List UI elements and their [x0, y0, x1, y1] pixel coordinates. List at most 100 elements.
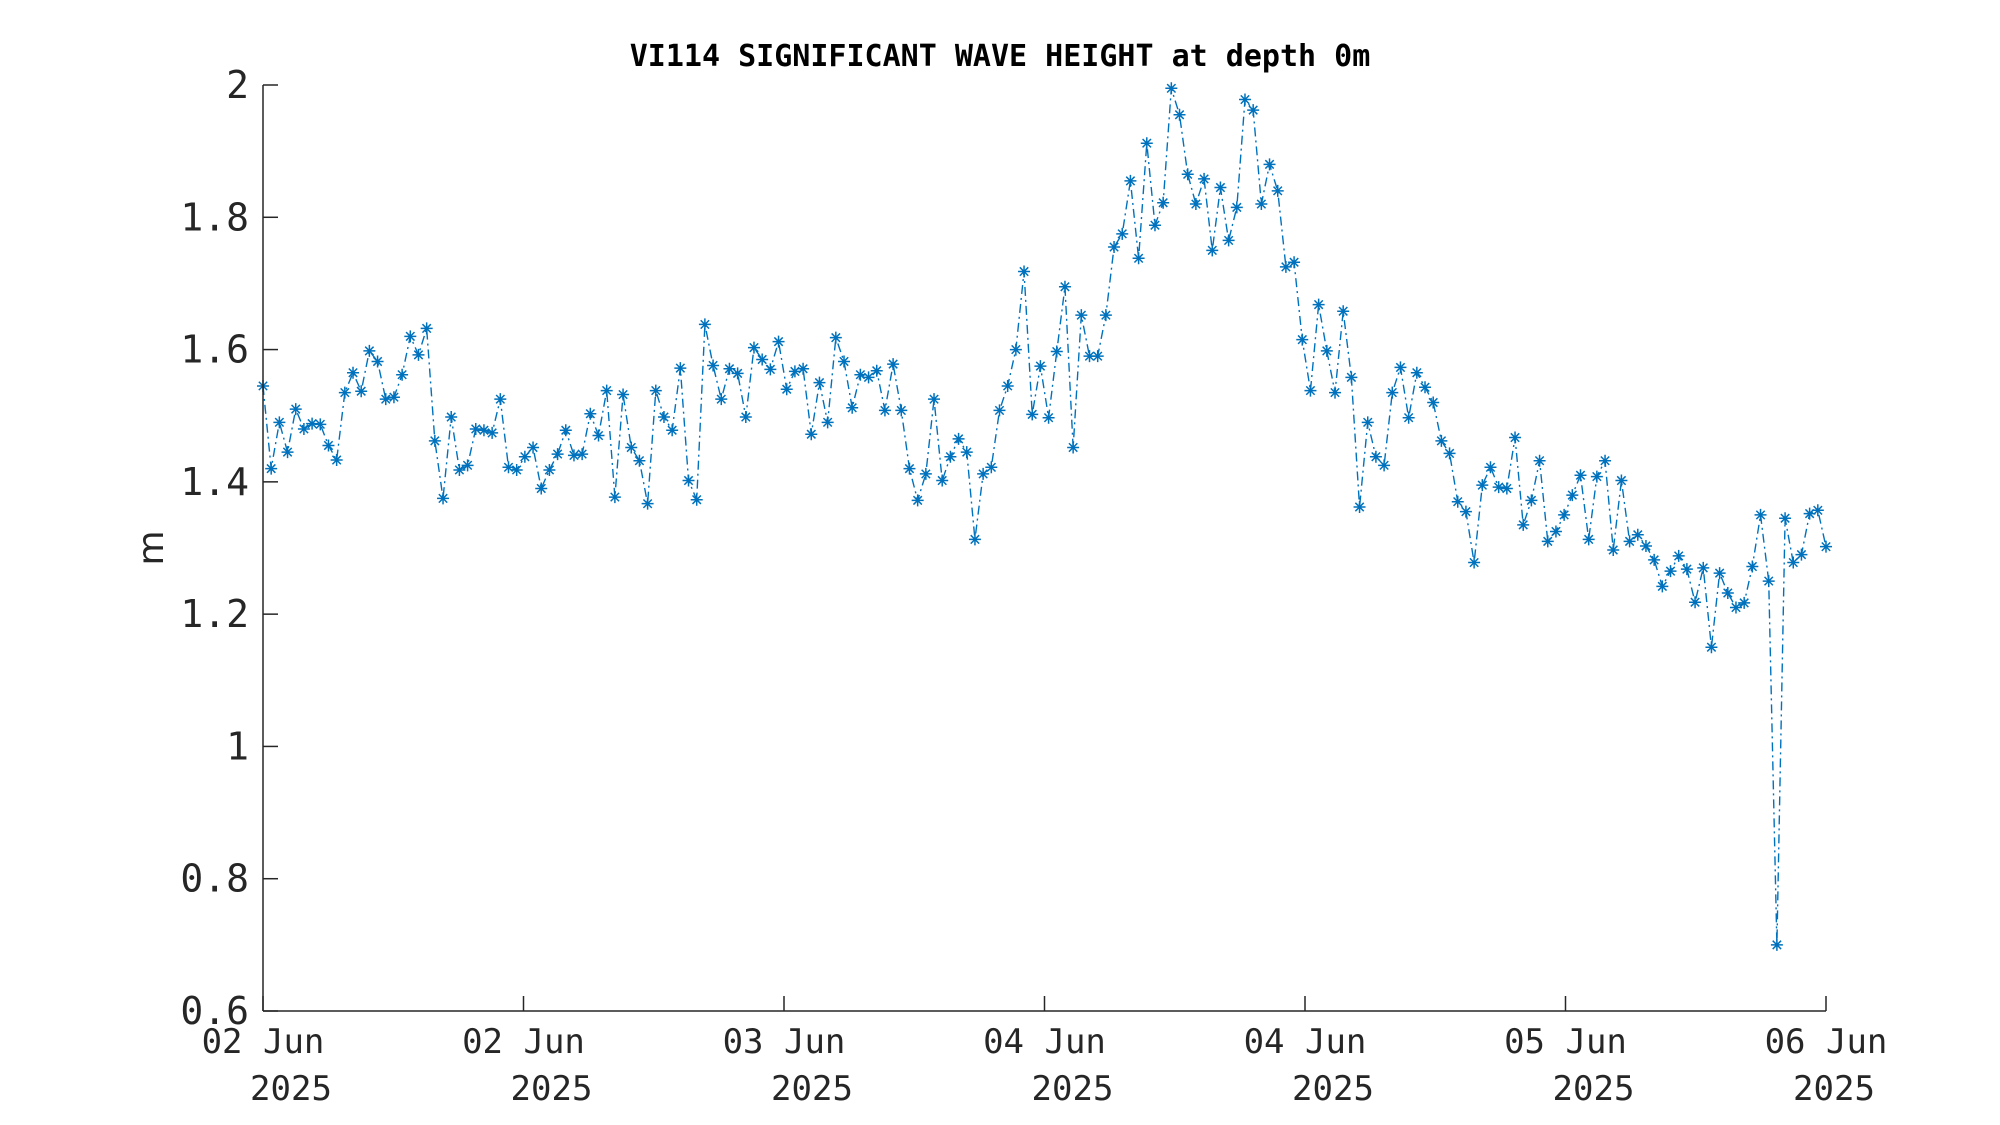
data-point	[502, 461, 515, 474]
data-point	[608, 491, 621, 504]
data-point	[355, 385, 368, 398]
data-point	[878, 404, 891, 417]
data-point	[1689, 596, 1702, 609]
data-point	[1427, 396, 1440, 409]
data-point	[1517, 518, 1530, 531]
data-point	[903, 462, 916, 475]
data-point	[445, 411, 458, 424]
data-point	[1353, 500, 1366, 513]
data-point	[1288, 256, 1301, 269]
data-point	[1042, 411, 1055, 424]
x-tick-label-year: 2025	[1793, 1069, 1875, 1109]
data-point	[1083, 350, 1096, 363]
data-point	[1811, 504, 1824, 517]
data-point	[1230, 201, 1243, 214]
x-tick-labels: 02 Jun 2025 02 Jun 2025 03 Jun 2025 04 Jun 2025…	[202, 1022, 1888, 1109]
data-point	[682, 474, 695, 487]
data-point	[1214, 181, 1227, 194]
data-point	[747, 341, 760, 354]
data-point	[1247, 104, 1260, 117]
x-tick-label-date: 03 Jun	[723, 1022, 846, 1062]
data-point	[1337, 305, 1350, 318]
data-point	[559, 424, 572, 437]
data-point	[1304, 384, 1317, 397]
data-point	[641, 497, 654, 510]
data-point	[1549, 525, 1562, 538]
data-point	[1206, 244, 1219, 257]
data-point	[944, 450, 957, 463]
data-point	[1402, 411, 1415, 424]
data-point	[1631, 528, 1644, 541]
data-point	[527, 441, 540, 454]
data-point	[265, 462, 278, 475]
data-point	[1312, 298, 1325, 311]
data-point	[1451, 495, 1464, 508]
data-point	[649, 384, 662, 397]
data-point	[1165, 82, 1178, 95]
data-point	[821, 416, 834, 429]
data-point	[1721, 586, 1734, 599]
data-point	[780, 383, 793, 396]
data-point	[453, 463, 466, 476]
data-point	[772, 335, 785, 348]
data-point	[1484, 461, 1497, 474]
data-point	[379, 393, 392, 406]
data-point	[412, 348, 425, 361]
data-point	[1018, 265, 1031, 278]
data-point	[1329, 386, 1342, 399]
data-point	[297, 422, 310, 435]
data-point	[985, 461, 998, 474]
data-point	[584, 407, 597, 420]
data-point	[829, 331, 842, 344]
data-point	[1607, 543, 1620, 556]
data-point	[968, 533, 981, 546]
data-point	[919, 467, 932, 480]
x-tick-label-year: 2025	[771, 1069, 853, 1109]
data-point	[289, 403, 302, 416]
data-point	[1566, 489, 1579, 502]
y-tick-label: 2	[226, 63, 249, 107]
x-tick-label-year: 2025	[511, 1069, 593, 1109]
data-point	[1770, 938, 1783, 951]
data-point	[1443, 447, 1456, 460]
y-tick-label: 1.2	[180, 592, 249, 636]
data-point	[1410, 366, 1423, 379]
data-point	[1067, 441, 1080, 454]
x-tick-label-date: 04 Jun	[983, 1022, 1106, 1062]
data-point	[1320, 344, 1333, 357]
data-point	[1615, 474, 1628, 487]
data-point	[1058, 280, 1071, 293]
data-point	[797, 362, 810, 375]
data-point	[838, 355, 851, 368]
data-point	[1116, 227, 1129, 240]
data-point	[338, 386, 351, 399]
data-point	[674, 362, 687, 375]
y-tick-label: 0.6	[180, 989, 249, 1033]
data-point	[600, 384, 613, 397]
series-line	[262, 88, 1827, 945]
y-tick-label: 1	[226, 724, 249, 768]
data-point	[518, 450, 531, 463]
x-tick-label-date: 02 Jun	[462, 1022, 585, 1062]
data-point	[1050, 345, 1063, 358]
data-point	[1623, 535, 1636, 548]
tick-marks	[262, 84, 1827, 1012]
x-tick-label-date: 04 Jun	[1244, 1022, 1367, 1062]
x-tick-label-year: 2025	[1553, 1069, 1635, 1109]
data-point	[1124, 174, 1137, 187]
data-point	[1419, 381, 1432, 394]
x-tick-label-date: 06 Jun	[1765, 1022, 1888, 1062]
data-point	[371, 355, 384, 368]
x-tick-label-date: 05 Jun	[1504, 1022, 1627, 1062]
data-point	[1435, 434, 1448, 447]
data-point	[1189, 198, 1202, 211]
data-point	[1001, 379, 1014, 392]
data-point	[911, 494, 924, 507]
data-point	[363, 344, 376, 357]
data-point	[1009, 343, 1022, 356]
data-point	[887, 358, 900, 371]
data-point	[461, 459, 474, 472]
data-point	[666, 424, 679, 437]
data-point	[1378, 459, 1391, 472]
data-point	[1132, 252, 1145, 265]
